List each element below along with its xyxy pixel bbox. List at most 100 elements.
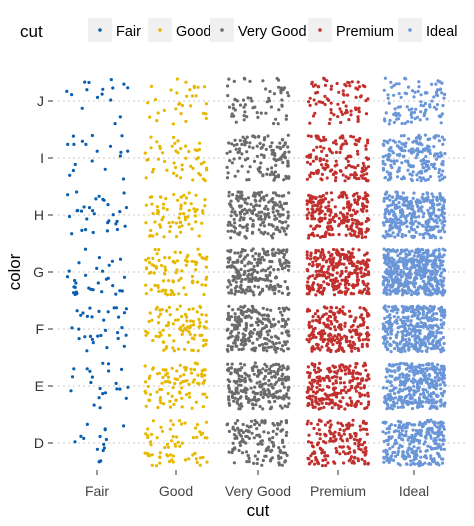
data-point bbox=[361, 427, 366, 431]
data-point bbox=[434, 272, 438, 276]
data-point bbox=[359, 208, 363, 212]
data-point bbox=[412, 458, 416, 462]
data-point bbox=[366, 462, 370, 466]
data-point bbox=[391, 397, 395, 401]
data-point bbox=[126, 149, 130, 153]
data-point bbox=[175, 435, 179, 439]
data-point bbox=[250, 419, 254, 423]
data-point bbox=[164, 288, 168, 293]
data-point bbox=[354, 95, 358, 99]
data-point bbox=[97, 256, 101, 260]
data-point bbox=[119, 150, 123, 154]
data-point bbox=[306, 134, 310, 138]
data-point bbox=[189, 367, 193, 371]
data-point bbox=[356, 376, 360, 380]
data-point bbox=[191, 453, 195, 457]
data-point bbox=[408, 369, 412, 373]
data-point bbox=[247, 260, 251, 264]
data-point bbox=[268, 173, 272, 177]
data-point bbox=[361, 317, 365, 321]
data-point bbox=[280, 98, 284, 102]
data-point bbox=[277, 367, 281, 371]
data-point bbox=[409, 319, 413, 323]
data-point bbox=[400, 338, 404, 342]
data-point bbox=[346, 258, 350, 262]
data-point bbox=[273, 214, 277, 218]
data-point bbox=[163, 159, 167, 164]
data-point bbox=[233, 251, 237, 255]
data-point bbox=[406, 253, 410, 257]
data-point bbox=[438, 438, 442, 442]
data-point bbox=[236, 419, 240, 423]
data-point bbox=[426, 254, 430, 258]
data-point bbox=[190, 94, 194, 98]
data-point bbox=[280, 313, 284, 317]
data-point bbox=[172, 161, 176, 165]
data-point bbox=[176, 139, 180, 143]
data-point bbox=[246, 156, 250, 161]
data-point bbox=[73, 162, 77, 167]
data-point bbox=[385, 369, 389, 374]
data-point bbox=[361, 338, 365, 342]
data-point bbox=[311, 390, 316, 394]
data-point bbox=[366, 200, 370, 204]
data-point bbox=[278, 310, 283, 314]
data-point bbox=[275, 432, 279, 436]
data-point bbox=[285, 248, 289, 252]
data-point bbox=[71, 168, 75, 173]
data-point bbox=[163, 445, 167, 450]
data-point bbox=[232, 157, 236, 161]
data-point bbox=[442, 369, 446, 373]
data-point bbox=[317, 419, 321, 423]
data-point bbox=[318, 273, 322, 278]
data-point bbox=[159, 312, 163, 316]
data-point bbox=[117, 315, 121, 319]
data-point bbox=[226, 223, 230, 227]
data-point bbox=[311, 281, 315, 285]
data-point bbox=[343, 365, 347, 369]
data-point bbox=[322, 158, 326, 162]
data-point bbox=[266, 345, 271, 349]
data-point bbox=[237, 347, 241, 352]
data-point bbox=[157, 289, 161, 293]
data-point bbox=[333, 334, 337, 338]
data-point bbox=[273, 334, 277, 338]
data-point bbox=[249, 202, 253, 206]
data-point bbox=[163, 265, 167, 269]
data-point bbox=[232, 79, 236, 83]
data-point bbox=[384, 398, 388, 402]
data-point bbox=[165, 207, 169, 212]
data-point bbox=[270, 448, 274, 452]
data-point bbox=[256, 323, 260, 327]
data-point bbox=[310, 378, 314, 382]
data-point bbox=[415, 336, 419, 340]
data-point bbox=[264, 147, 268, 151]
data-point bbox=[387, 406, 391, 410]
data-point bbox=[237, 331, 241, 335]
data-point bbox=[118, 115, 122, 119]
data-point bbox=[341, 363, 345, 367]
data-point bbox=[159, 263, 164, 268]
data-point bbox=[388, 389, 393, 393]
data-point bbox=[327, 232, 331, 236]
data-point bbox=[178, 220, 182, 224]
data-point bbox=[239, 342, 243, 346]
data-point bbox=[235, 195, 240, 199]
data-point bbox=[335, 450, 339, 454]
data-point bbox=[421, 273, 425, 277]
data-point bbox=[401, 402, 405, 406]
data-point bbox=[278, 365, 282, 369]
data-point bbox=[105, 346, 109, 350]
data-point bbox=[276, 396, 280, 400]
data-point bbox=[177, 278, 181, 283]
data-point bbox=[260, 145, 264, 149]
data-point bbox=[323, 83, 327, 87]
data-point bbox=[436, 446, 440, 450]
data-point bbox=[347, 275, 351, 279]
data-point bbox=[155, 140, 159, 144]
data-point bbox=[441, 457, 445, 461]
data-point bbox=[261, 247, 265, 251]
data-point bbox=[426, 418, 430, 422]
data-point bbox=[326, 461, 330, 465]
data-point bbox=[229, 366, 234, 370]
